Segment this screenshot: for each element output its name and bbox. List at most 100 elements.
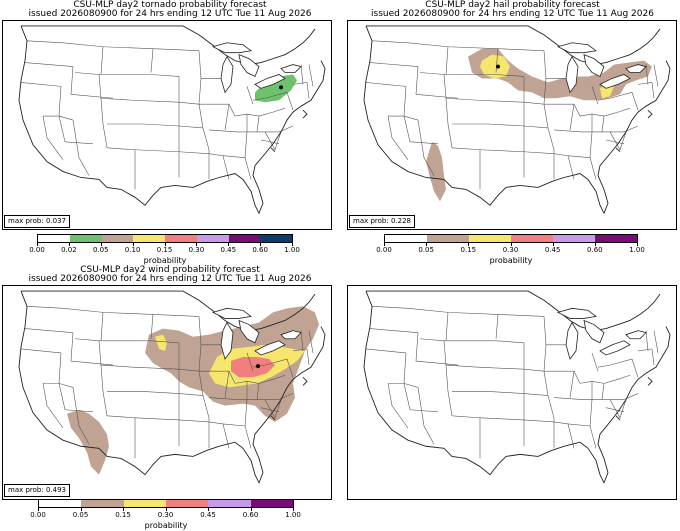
hail-colorbar: 0.00 0.05 0.15 0.30 0.45 0.60 1.00 probability (376, 234, 645, 266)
great-lake (280, 330, 302, 340)
state-boundary (645, 64, 649, 85)
state-boundary (609, 399, 627, 419)
state-boundary (24, 328, 74, 333)
state-boundary (100, 46, 104, 75)
state-boundary (589, 131, 593, 158)
state-boundary (451, 415, 481, 459)
basemap-svg (363, 290, 671, 484)
colorbar-segment (81, 500, 124, 507)
colorbar-tick-label: 0.15 (115, 511, 131, 519)
colorbar-tick-label: 0.15 (156, 246, 173, 254)
state-boundary (523, 393, 549, 396)
colorbar-tick-label: 0.05 (92, 246, 109, 254)
state-boundary (387, 383, 409, 429)
state-boundary (265, 125, 294, 133)
colorbar-tick-label: 0.60 (242, 511, 259, 519)
colorbar-label: probability (144, 521, 188, 530)
state-boundary (523, 101, 545, 105)
state-boundary (132, 99, 180, 103)
state-boundary (308, 64, 314, 87)
panel-title-line2: issued 2026080900 for 24 hrs ending 12 U… (371, 9, 654, 19)
state-boundary (132, 366, 180, 370)
state-boundary (653, 64, 659, 87)
state-boundary (244, 399, 248, 426)
great-lake (565, 55, 579, 94)
state-boundary (258, 374, 286, 384)
state-boundary (306, 348, 310, 366)
colorbar-tick (196, 243, 198, 246)
basemap-svg (18, 290, 326, 484)
colorbar-tick-label: 0.00 (29, 246, 45, 254)
state-boundary (445, 97, 479, 101)
state-boundary (134, 149, 180, 178)
great-lake (583, 54, 605, 78)
max-prob-label: max prob: 0.228 (349, 215, 415, 228)
state-boundary (637, 348, 653, 352)
max-prob-label: max prob: 0.493 (4, 484, 70, 497)
colorbar-tick-label: 0.15 (460, 246, 477, 254)
tornado-colorbar: 0.00 0.02 0.05 0.10 0.15 0.30 0.45 0.60 1.00 prob… (29, 234, 300, 266)
state-boundary (178, 101, 200, 105)
colorbar-tick-label: 0.05 (72, 511, 89, 519)
empty-map (347, 285, 677, 500)
state-boundary (178, 151, 210, 155)
state-boundary (415, 332, 459, 366)
colorbar-tick (132, 243, 134, 246)
colorbar-tick-label: 0.00 (30, 511, 46, 519)
state-boundary (651, 82, 655, 99)
state-boundary (244, 131, 248, 158)
great-lake (556, 42, 597, 54)
colorbar-label: probability (489, 256, 533, 265)
colorbar-segment (196, 235, 229, 242)
state-boundary (256, 116, 260, 132)
state-boundary (264, 399, 282, 419)
state-boundary (553, 129, 583, 133)
state-boundary (72, 387, 90, 445)
great-lake (625, 330, 647, 340)
state-boundary (477, 366, 525, 370)
state-boundary (523, 368, 545, 372)
state-boundary (445, 98, 453, 148)
state-boundary (26, 305, 200, 317)
state-boundary (487, 391, 525, 394)
colorbar-segment (38, 235, 70, 242)
tornado-area-0.02 (255, 74, 297, 103)
state-boundary (417, 387, 435, 445)
state-boundary (479, 149, 525, 178)
state-boundary (20, 82, 62, 87)
state-boundary (308, 330, 314, 353)
colorbar-tick-label: 1.00 (285, 511, 301, 519)
wind-area-0.15 (155, 334, 167, 351)
colorbar-tick (37, 243, 38, 246)
state-boundary (178, 125, 204, 129)
island (615, 415, 621, 421)
state-boundary (300, 64, 304, 85)
state-boundary (388, 383, 419, 388)
basemap-svg (363, 25, 671, 215)
state-boundary (603, 374, 631, 384)
state-boundary (264, 131, 282, 151)
state-boundary (444, 340, 525, 344)
state-boundary (70, 332, 114, 366)
hail-panel: CSU-MLP day2 hail probability forecast i… (345, 0, 680, 265)
wind-colorbar: 0.00 0.05 0.15 0.30 0.45 0.60 1.00 probability (30, 499, 301, 531)
state-boundary (444, 74, 525, 77)
max-prob-marker (256, 364, 260, 369)
great-lake (220, 321, 234, 360)
state-boundary (388, 115, 419, 121)
state-boundary (178, 419, 210, 423)
island (615, 147, 621, 153)
colorbar-tick (260, 243, 262, 246)
state-boundary (523, 419, 555, 423)
colorbar-tick (637, 243, 638, 246)
empty-panel (345, 265, 680, 530)
colorbar-tick (250, 508, 252, 511)
colorbar-tick (38, 508, 39, 511)
colorbar-tick (384, 243, 385, 246)
hail-map (347, 20, 677, 230)
state-boundary (544, 370, 581, 384)
state-boundary (477, 99, 525, 103)
state-boundary (591, 352, 599, 372)
basemap-svg (18, 25, 326, 215)
state-boundary (178, 393, 204, 396)
